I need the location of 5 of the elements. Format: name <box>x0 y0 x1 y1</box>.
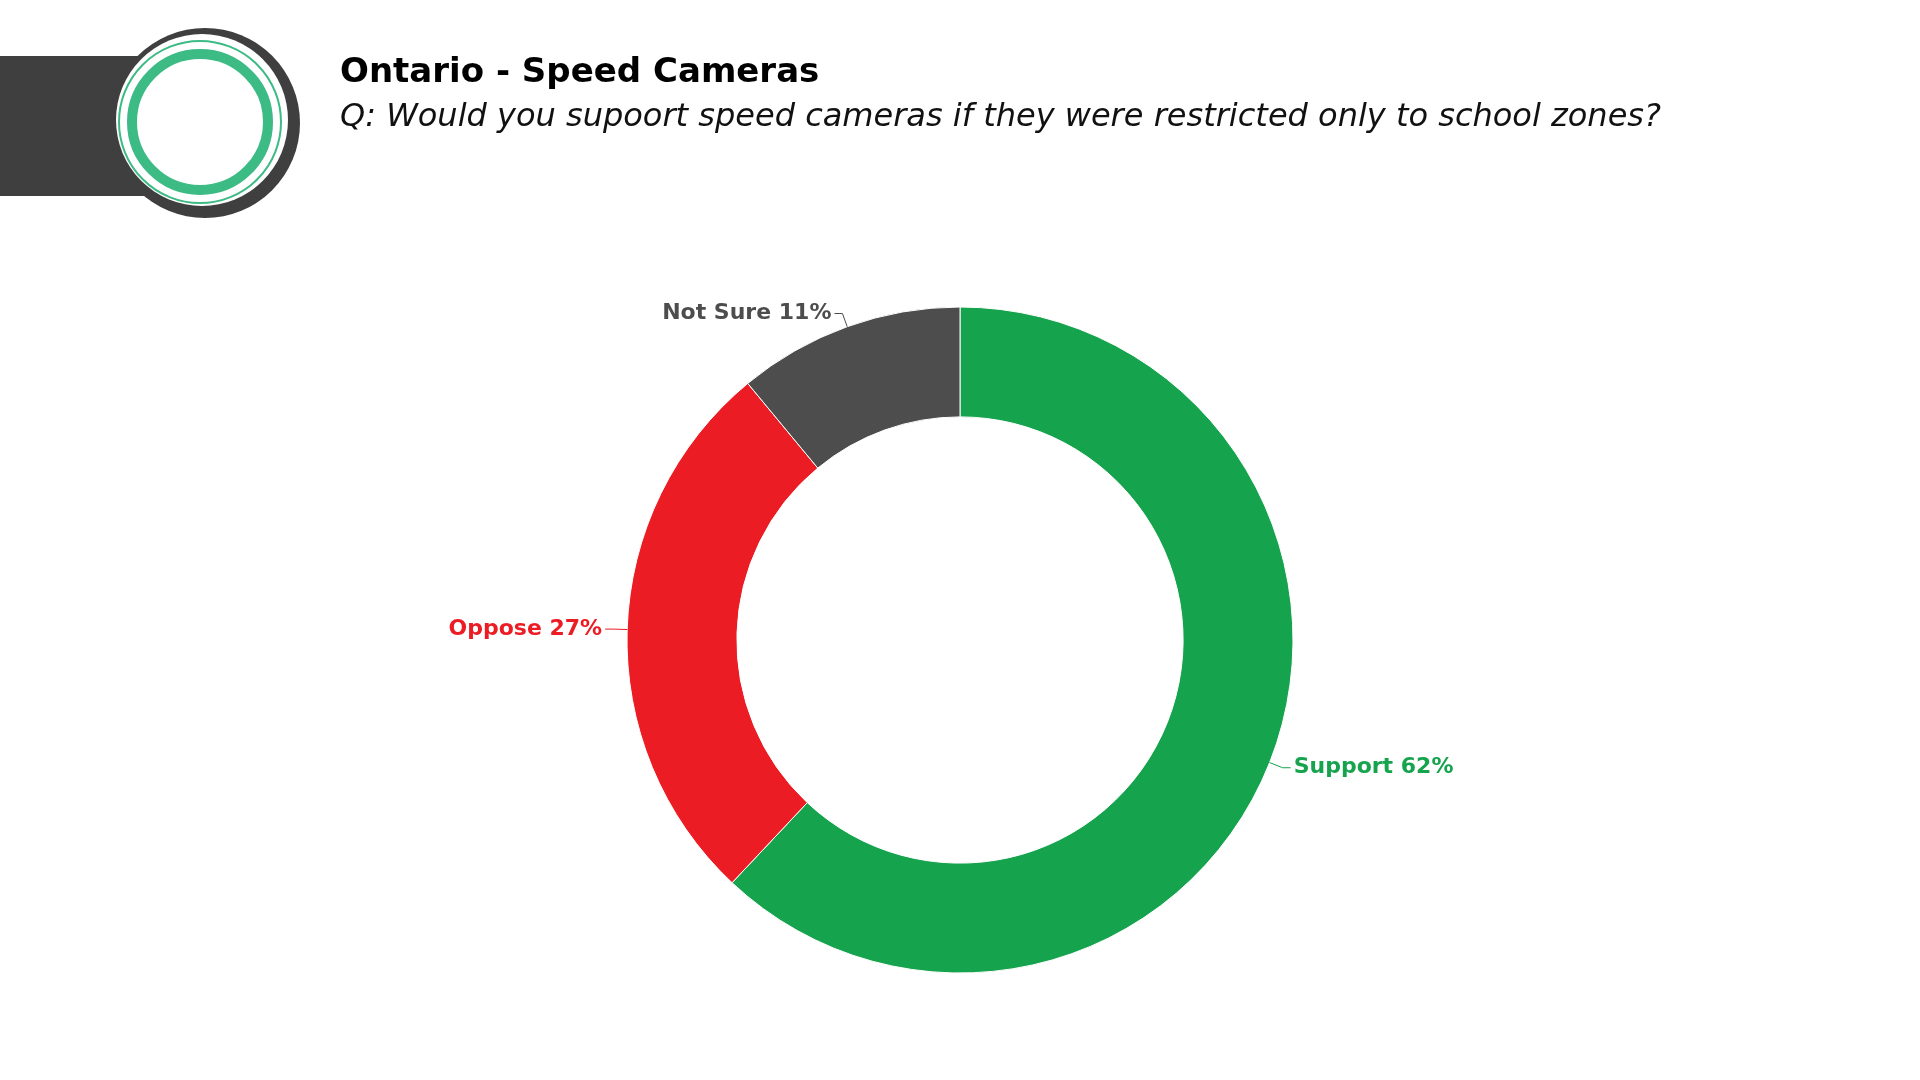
chart-subtitle: Q: Would you supoort speed cameras if they were restricted only to school zones? <box>340 96 1661 134</box>
slice-label: Not Sure 11% <box>662 299 832 325</box>
slice-label: Support 62% <box>1293 753 1454 779</box>
chart-title: Ontario - Speed Cameras <box>340 50 820 90</box>
slice-label: Oppose 27% <box>448 614 603 640</box>
